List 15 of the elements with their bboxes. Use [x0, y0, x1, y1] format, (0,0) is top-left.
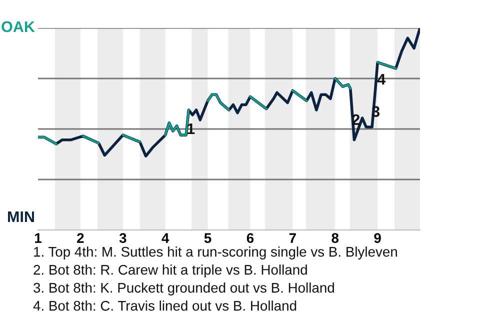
x-tick-label: 7 — [289, 233, 296, 243]
text: 1. Top 4th: M. Suttles hit a run-scoring single vs B. Blyleven — [34, 246, 397, 260]
x-tick-label: 6 — [246, 233, 254, 243]
x-tick-label: 5 — [204, 233, 212, 243]
x-tick-label: 2 — [77, 233, 84, 243]
x-tick-label: 9 — [374, 233, 381, 243]
x-tick-label: 1 — [35, 233, 42, 243]
x-tick-label: 4 — [162, 233, 170, 243]
text: 2. Bot 8th: R. Carew hit a triple vs B. Holland — [34, 264, 307, 278]
text: 3. Bot 8th: K. Puckett grounded out vs B. Holland — [34, 282, 334, 296]
text: MIN — [8, 211, 34, 222]
text: OAK — [2, 21, 35, 32]
x-tick-label: 8 — [332, 233, 339, 243]
x-tick-label: 3 — [119, 233, 126, 243]
text: 4. Bot 8th: C. Travis lined out vs B. Holland — [33, 300, 296, 311]
